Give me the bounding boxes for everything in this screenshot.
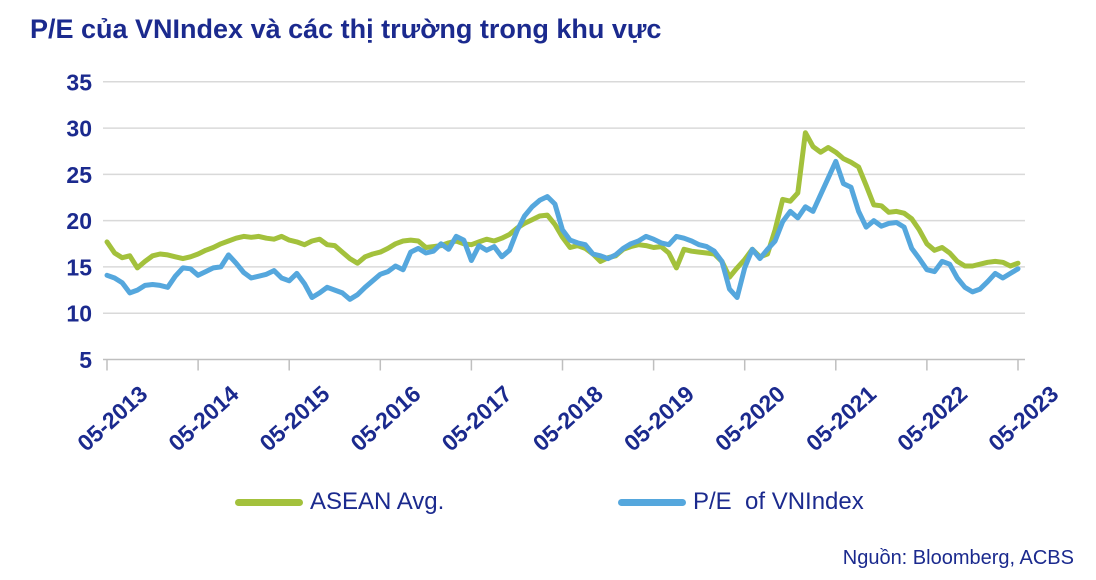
y-axis-tick-label: 5: [79, 347, 92, 373]
x-axis-tick-label: 05-2017: [437, 380, 517, 456]
legend-item-vnindex: P/E of VNIndex: [618, 488, 864, 516]
legend-label-asean: ASEAN Avg.: [310, 488, 445, 515]
chart-title: P/E của VNIndex và các thị trường trong …: [30, 14, 662, 44]
x-axis-tick-label: 05-2019: [619, 380, 699, 456]
y-axis-tick-label: 30: [66, 116, 92, 142]
asean-line-swatch-icon: [235, 498, 303, 506]
x-axis-tick-label: 05-2015: [254, 380, 334, 456]
y-axis-tick-label: 35: [66, 69, 92, 95]
asean-avg-line: [104, 130, 1021, 280]
y-axis-tick-label: 10: [66, 301, 92, 327]
legend-item-asean: ASEAN Avg.: [235, 488, 444, 516]
x-axis-tick-label: 05-2013: [72, 380, 152, 456]
x-axis-tick-label: 05-2022: [892, 380, 972, 456]
x-axis-tick-label: 05-2020: [710, 380, 790, 456]
source-note: Nguồn: Bloomberg, ACBS: [842, 547, 1074, 569]
x-axis-tick-label: 05-2018: [528, 380, 608, 456]
vnindex-line-swatch-icon: [618, 498, 686, 506]
y-axis-tick-label: 25: [66, 162, 92, 188]
vnindex-line: [104, 158, 1021, 302]
legend-label-vnindex: P/E of VNIndex: [693, 488, 864, 515]
y-axis-tick-label: 20: [66, 208, 92, 234]
x-axis-tick-label: 05-2016: [346, 380, 426, 456]
chart-legend: ASEAN Avg. P/E of VNIndex: [0, 488, 1096, 518]
x-axis-tick-label: 05-2023: [983, 380, 1063, 456]
x-axis-tick-label: 05-2014: [163, 380, 243, 456]
x-axis-tick-label: 05-2021: [801, 380, 881, 456]
y-axis-tick-label: 15: [66, 254, 92, 280]
